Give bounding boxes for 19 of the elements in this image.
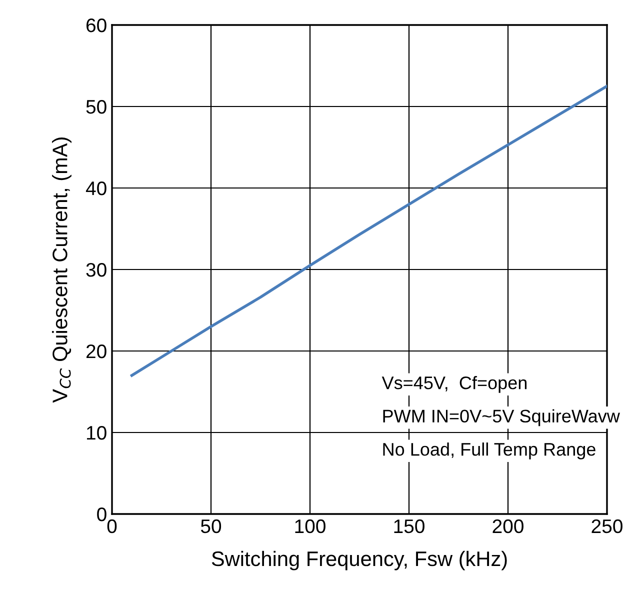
y-tick-label: 0 [97,507,106,522]
y-tick-label: 50 [86,100,106,114]
x-tick-label: 200 [492,519,524,534]
x-tick-label: 250 [592,519,622,534]
annotation: PWM IN=0V~5V SquireWavw [383,409,620,426]
y-tick-label: 10 [86,426,106,440]
x-axis-title: Switching Frequency, Fsw (kHz) [212,550,507,570]
y-tick-label: 30 [86,262,106,277]
y-tick-label: 20 [86,344,106,358]
x-tick-label: 150 [394,519,424,534]
y-tick-label: 40 [86,181,106,196]
x-tick-label: 0 [107,519,117,534]
annotation: Vs=45V, Cf=open [382,376,527,393]
y-axis-title: V$_{CC}$ Quiescent Current, (mA) [52,138,72,403]
line-series [130,84,607,377]
x-tick-label: 100 [295,519,326,534]
y-tick-label: 60 [86,18,106,32]
annotation: No Load, Full Temp Range [383,442,596,460]
x-tick-label: 50 [200,519,222,534]
